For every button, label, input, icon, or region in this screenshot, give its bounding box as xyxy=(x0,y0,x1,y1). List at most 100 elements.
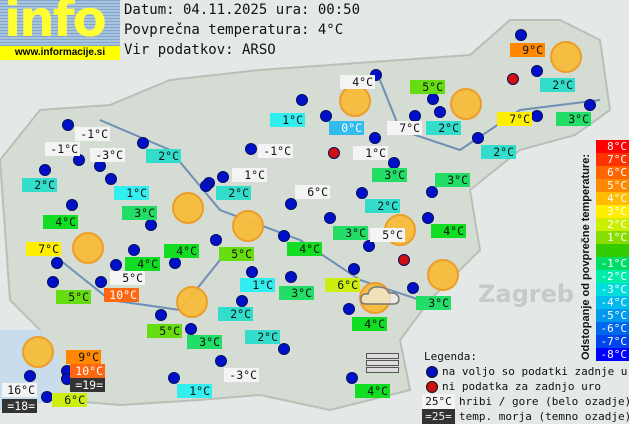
station-dot[interactable] xyxy=(169,257,181,269)
station-dot[interactable] xyxy=(137,137,149,149)
station-dot[interactable] xyxy=(51,257,63,269)
station-dot[interactable] xyxy=(66,199,78,211)
sea-temperature-label: =18= xyxy=(2,399,37,413)
station-dot[interactable] xyxy=(217,171,229,183)
station-dot[interactable] xyxy=(245,143,257,155)
station-dot[interactable] xyxy=(215,355,227,367)
temperature-label: 2°C xyxy=(218,307,253,321)
temperature-label: 7°C xyxy=(26,242,61,256)
station-dot[interactable] xyxy=(39,164,51,176)
temperature-label: 2°C xyxy=(146,149,181,163)
temperature-label: 6°C xyxy=(52,393,87,407)
station-dot[interactable] xyxy=(246,266,258,278)
temperature-label: 5°C xyxy=(147,324,182,338)
sea-temperature-label: =19= xyxy=(70,378,105,392)
station-dot[interactable] xyxy=(236,295,248,307)
scale-step: 5°C xyxy=(596,179,629,192)
station-dot[interactable] xyxy=(128,244,140,256)
station-dot[interactable] xyxy=(47,276,59,288)
temperature-label: 6°C xyxy=(325,278,360,292)
scale-step: 3°C xyxy=(596,205,629,218)
station-dot[interactable] xyxy=(434,106,446,118)
temperature-label: 4°C xyxy=(287,242,322,256)
station-dot[interactable] xyxy=(285,198,297,210)
station-dot[interactable] xyxy=(105,173,117,185)
station-dot[interactable] xyxy=(348,263,360,275)
temperature-label: 5°C xyxy=(370,228,405,242)
temperature-label: 4°C xyxy=(164,244,199,258)
temperature-label: 2°C xyxy=(481,145,516,159)
temperature-label: 3°C xyxy=(372,168,407,182)
temperature-label: 4°C xyxy=(125,257,160,271)
station-dot[interactable] xyxy=(531,110,543,122)
temperature-label: 2°C xyxy=(365,199,400,213)
scale-step: -7°C xyxy=(596,335,629,348)
temperature-label: -3°C xyxy=(90,148,125,162)
sun-icon xyxy=(176,286,208,318)
station-dot[interactable] xyxy=(168,372,180,384)
legend-sea: temp. morja (temno ozadje) xyxy=(459,410,629,423)
station-dot[interactable] xyxy=(110,259,122,271)
station-dot[interactable] xyxy=(343,303,355,315)
station-dot[interactable] xyxy=(155,309,167,321)
station-dot[interactable] xyxy=(285,271,297,283)
legend-available: na voljo so podatki zadnje ure xyxy=(442,365,629,378)
legend-hills-sample: 25°C xyxy=(422,394,455,409)
temperature-label: 1°C xyxy=(240,278,275,292)
station-dot[interactable] xyxy=(584,99,596,111)
station-dot[interactable] xyxy=(62,119,74,131)
date-line: Datum: 04.11.2025 ura: 00:50 xyxy=(124,2,361,18)
logo-url[interactable]: www.informacije.si xyxy=(0,46,120,60)
station-dot[interactable] xyxy=(369,132,381,144)
temperature-label: 4°C xyxy=(43,215,78,229)
scale-step xyxy=(596,244,629,257)
station-dot[interactable] xyxy=(24,370,36,382)
station-dot[interactable] xyxy=(278,343,290,355)
station-dot[interactable] xyxy=(296,94,308,106)
temperature-label: 1°C xyxy=(114,186,149,200)
station-dot[interactable] xyxy=(95,276,107,288)
sun-icon xyxy=(22,336,54,368)
station-dot[interactable] xyxy=(407,282,419,294)
station-dot[interactable] xyxy=(427,93,439,105)
temperature-label: 3°C xyxy=(416,296,451,310)
blue-dot-icon xyxy=(426,365,438,378)
station-dot[interactable] xyxy=(472,132,484,144)
scale-title: Odstopanje od povprečne temperature: xyxy=(580,154,592,360)
station-dot[interactable] xyxy=(200,180,212,192)
temperature-label: 2°C xyxy=(216,186,251,200)
station-dot[interactable] xyxy=(515,29,527,41)
sun-icon xyxy=(550,41,582,73)
cloud-icon xyxy=(360,286,400,305)
scale-step: -3°C xyxy=(596,283,629,296)
temperature-label: 1°C xyxy=(177,384,212,398)
station-dot[interactable] xyxy=(145,219,157,231)
temperature-label: 7°C xyxy=(387,121,422,135)
station-dot[interactable] xyxy=(363,240,375,252)
sun-icon xyxy=(232,210,264,242)
station-dot[interactable] xyxy=(346,372,358,384)
legend-missing: ni podatka za zadnjo uro xyxy=(442,380,601,393)
station-dot[interactable] xyxy=(324,212,336,224)
station-dot[interactable] xyxy=(185,323,197,335)
station-missing-dot[interactable] xyxy=(398,254,410,266)
data-source: Vir podatkov: ARSO xyxy=(124,42,276,58)
station-dot[interactable] xyxy=(278,230,290,242)
station-dot[interactable] xyxy=(531,65,543,77)
station-missing-dot[interactable] xyxy=(328,147,340,159)
station-missing-dot[interactable] xyxy=(507,73,519,85)
sun-icon xyxy=(450,88,482,120)
scale-step: 8°C xyxy=(596,140,629,153)
scale-step: 6°C xyxy=(596,166,629,179)
station-dot[interactable] xyxy=(210,234,222,246)
site-logo[interactable]: info www.informacije.si xyxy=(0,0,120,60)
station-dot[interactable] xyxy=(320,110,332,122)
station-dot[interactable] xyxy=(356,187,368,199)
temperature-label: 1°C xyxy=(270,113,305,127)
scale-step: 4°C xyxy=(596,192,629,205)
station-dot[interactable] xyxy=(426,186,438,198)
color-scale: 8°C 7°C 6°C 5°C 4°C 3°C 2°C 1°C -1°C -2°C -3°C -4°C… xyxy=(596,140,629,361)
station-dot[interactable] xyxy=(422,212,434,224)
scale-step: 7°C xyxy=(596,153,629,166)
